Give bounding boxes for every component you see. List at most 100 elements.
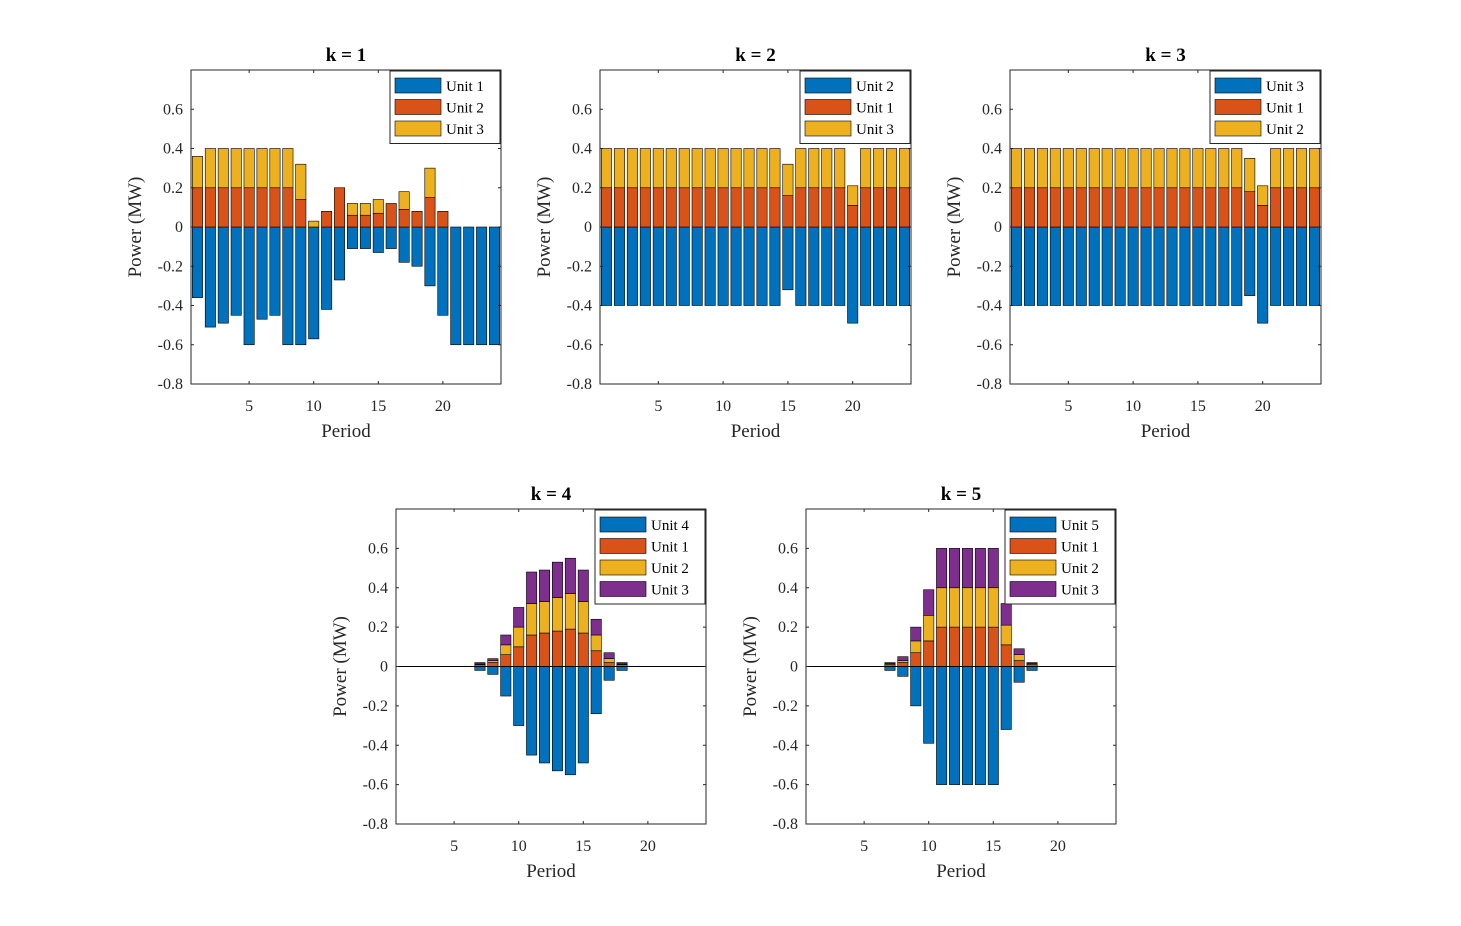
- y-tick-label: 0.2: [163, 180, 183, 197]
- bar-unit-3-period-18: [1231, 226, 1243, 306]
- bar-unit-2-period-4: [639, 226, 651, 306]
- bar-unit-1-period-10: [308, 226, 320, 340]
- bar-unit-1-period-11: [730, 187, 742, 228]
- x-tick-label: 10: [306, 398, 322, 415]
- bar-unit-1-period-11: [1140, 187, 1152, 228]
- y-tick-label: 0.4: [368, 580, 388, 597]
- bar-unit-5-period-11: [936, 666, 948, 785]
- bar-unit-5-period-12: [949, 666, 961, 785]
- x-tick-label: 5: [245, 398, 253, 415]
- y-tick-label: 0: [790, 659, 798, 676]
- legend-entry: Unit 2: [856, 79, 894, 95]
- y-axis-label: Power (MW): [125, 177, 146, 278]
- legend-swatch: [599, 538, 647, 554]
- bar-unit-1-period-10: [1127, 187, 1139, 228]
- bar-unit-3-period-21: [1270, 226, 1282, 306]
- bar-unit-1-period-1: [600, 187, 612, 228]
- chart-panel-k2: -0.8 -0.6 -0.4 -0.2 0 0.2 0.4 0.6 5 10 15 20 k = 2 Pe…: [534, 45, 912, 442]
- legend-entry: Unit 3: [1266, 79, 1304, 95]
- bar-unit-3-period-14: [1179, 226, 1191, 306]
- y-tick-label: 0.6: [163, 101, 183, 118]
- bar-unit-2-period-16: [795, 226, 807, 306]
- bars: [884, 548, 1038, 785]
- bar-unit-1-period-14: [359, 226, 371, 249]
- x-tick-label: 10: [921, 838, 937, 855]
- bar-unit-2-period-10: [513, 626, 525, 648]
- x-tick-label: 15: [985, 838, 1001, 855]
- chart-panel-k5: -0.8 -0.6 -0.4 -0.2 0 0.2 0.4 0.6 5 10 15 20 k = 5 Pe…: [740, 484, 1117, 882]
- bar-unit-5-period-17: [1013, 666, 1025, 683]
- bar-unit-3-period-8: [691, 148, 703, 189]
- bar-unit-5-period-14: [974, 666, 986, 785]
- bar-unit-3-period-8: [897, 656, 909, 661]
- y-tick-label: -0.8: [773, 816, 798, 833]
- bar-unit-3-period-19: [1244, 226, 1256, 296]
- bar-unit-1-period-18: [1231, 187, 1243, 228]
- legend-entry: Unit 2: [446, 101, 484, 117]
- legend-swatch: [804, 120, 852, 137]
- legend-swatch: [394, 77, 442, 94]
- bar-unit-2-period-14: [1179, 148, 1191, 189]
- bar-unit-2-period-21: [860, 226, 872, 306]
- x-tick-label: 20: [1050, 838, 1066, 855]
- bar-unit-2-period-17: [808, 226, 820, 306]
- bar-unit-3-period-13: [1166, 226, 1178, 306]
- bar-unit-1-period-11: [321, 226, 333, 310]
- legend: Unit 2 Unit 1 Unit 3: [799, 70, 911, 144]
- y-tick-label: 0.4: [163, 141, 183, 158]
- bar-unit-2-period-8: [1101, 148, 1113, 189]
- bar-unit-1-period-11: [936, 626, 948, 667]
- legend-entry: Unit 3: [446, 122, 484, 138]
- bar-unit-1-period-19: [424, 226, 436, 287]
- bar-unit-1-period-5: [652, 187, 664, 228]
- bar-unit-2-period-16: [590, 634, 602, 652]
- legend-swatch: [599, 581, 647, 597]
- chart-panel-k4: -0.8 -0.6 -0.4 -0.2 0 0.2 0.4 0.6 5 10 15 20 k = 4 Pe…: [330, 484, 707, 882]
- legend-swatch: [599, 516, 647, 533]
- y-axis-label: Power (MW): [534, 177, 555, 278]
- bar-unit-3-period-3: [217, 148, 229, 189]
- y-tick-label: 0: [175, 219, 183, 236]
- legend-swatch: [1009, 538, 1057, 554]
- bar-unit-1-period-22: [873, 187, 885, 228]
- bar-unit-5-period-13: [961, 666, 973, 785]
- bar-unit-2-period-17: [398, 209, 410, 228]
- bar-unit-2-period-9: [910, 640, 922, 654]
- bar-unit-3-period-10: [717, 148, 729, 189]
- bar-unit-5-period-7: [884, 666, 896, 671]
- legend-swatch: [394, 99, 442, 115]
- bar-unit-3-period-14: [974, 548, 986, 589]
- bar-unit-2-period-10: [1127, 148, 1139, 189]
- bar-unit-2-period-15: [1192, 148, 1204, 189]
- bar-unit-2-period-12: [539, 601, 551, 634]
- bar-unit-3-period-9: [704, 148, 716, 189]
- bar-unit-1-period-21: [450, 226, 462, 346]
- bar-unit-1-period-16: [1000, 644, 1012, 667]
- bar-unit-3-period-24: [899, 148, 911, 189]
- bar-unit-4-period-17: [603, 666, 615, 681]
- bar-unit-3-period-4: [1049, 226, 1061, 306]
- bar-unit-1-period-24: [489, 226, 501, 346]
- legend: Unit 4 Unit 1 Unit 2 Unit 3: [594, 509, 706, 605]
- y-tick-label: -0.8: [158, 376, 183, 393]
- legend-swatch: [1214, 99, 1262, 115]
- y-tick-label: 0: [380, 659, 388, 676]
- bar-unit-1-period-2: [204, 226, 216, 328]
- legend-entry: Unit 1: [651, 540, 689, 556]
- bar-unit-1-period-6: [1075, 187, 1087, 228]
- bar-unit-1-period-8: [691, 187, 703, 228]
- bar-unit-1-period-11: [526, 634, 538, 667]
- bar-unit-3-period-9: [500, 634, 512, 646]
- chart-title: k = 2: [735, 45, 775, 66]
- bar-unit-3-period-22: [1283, 226, 1295, 306]
- bar-unit-3-period-1: [600, 148, 612, 189]
- bar-unit-3-period-15: [1192, 226, 1204, 306]
- bar-unit-3-period-14: [359, 203, 371, 216]
- x-tick-label: 15: [1190, 398, 1206, 415]
- bar-unit-1-period-23: [1296, 187, 1308, 228]
- bar-unit-2-period-16: [385, 203, 397, 228]
- legend-swatch: [1009, 559, 1057, 576]
- bar-unit-1-period-16: [795, 187, 807, 228]
- bar-unit-1-period-12: [743, 187, 755, 228]
- bar-unit-3-period-17: [808, 148, 820, 189]
